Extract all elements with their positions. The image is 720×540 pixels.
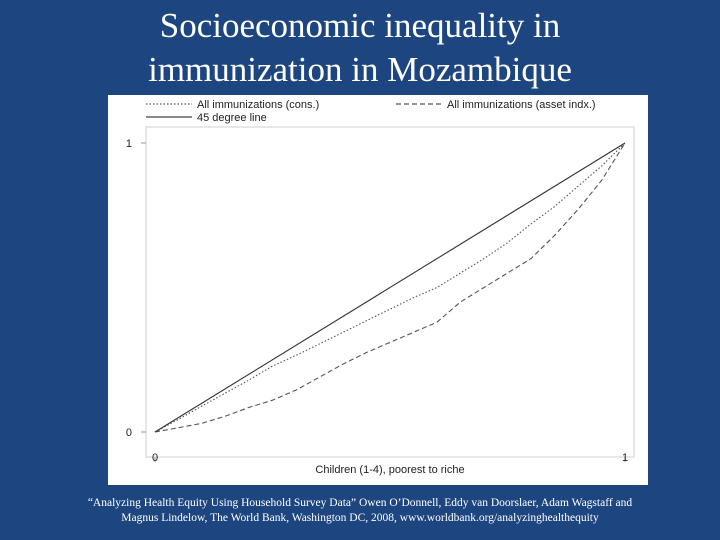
caption-line-1: “Analyzing Health Equity Using Household… [87, 497, 633, 509]
legend-label-45deg: 45 degree line [197, 112, 267, 124]
legend: All immunizations (cons.) All immunizati… [146, 99, 596, 124]
series-line-asset [154, 142, 626, 433]
chart-panel: All immunizations (cons.) All immunizati… [108, 95, 648, 485]
slide-title-line-1: Socioeconomic inequality in [159, 6, 561, 45]
axes: 1 0 0 1 Children (1-4), poorest to riche [126, 138, 628, 476]
x-tick-label-0: 0 [152, 452, 158, 464]
source-caption: “Analyzing Health Equity Using Household… [40, 496, 680, 526]
slide-title-line-2: immunization in Mozambique [148, 50, 572, 89]
legend-label-cons: All immunizations (cons.) [197, 99, 319, 111]
concentration-curve-chart: All immunizations (cons.) All immunizati… [126, 99, 635, 476]
x-tick-label-1: 1 [622, 452, 628, 464]
y-tick-label-0: 0 [126, 427, 132, 439]
y-tick-label-1: 1 [126, 138, 132, 150]
series-line-45deg [154, 142, 626, 433]
caption-line-2: Magnus Lindelow, The World Bank, Washing… [121, 512, 599, 524]
slide-title: Socioeconomic inequality in immunization… [0, 4, 720, 92]
x-axis-label: Children (1-4), poorest to riche [315, 464, 464, 476]
plot-frame [145, 126, 635, 458]
legend-label-asset: All immunizations (asset indx.) [447, 99, 596, 111]
